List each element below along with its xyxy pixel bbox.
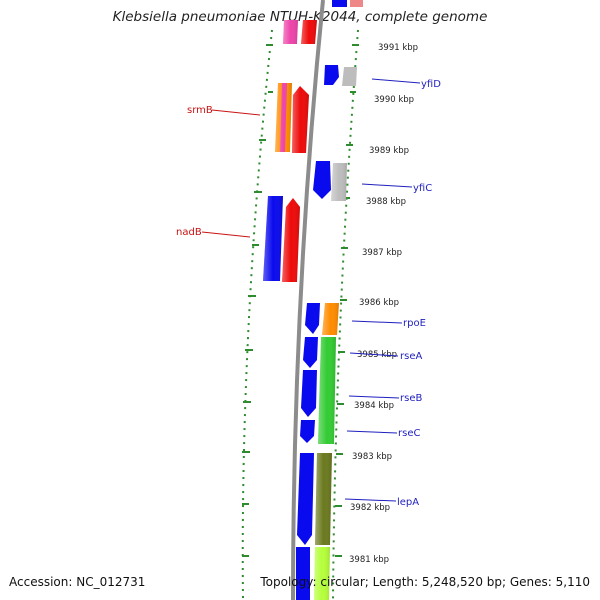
gene-rpoE-orange[interactable] — [322, 303, 339, 335]
leader-lines — [201, 78, 421, 502]
gene-yfiD-blue[interactable] — [324, 65, 339, 85]
kbp-labels: 3991 kbp 3990 kbp 3989 kbp 3988 kbp 3987… — [349, 43, 418, 565]
gene-yfiC-blue[interactable] — [313, 161, 331, 199]
gene-rseB-blue[interactable] — [301, 370, 317, 417]
gene-yfiC-gray[interactable] — [331, 163, 347, 201]
gene-lepA-olive[interactable] — [315, 453, 332, 545]
gene-label-srmB: srmB — [187, 105, 213, 116]
kbp-label: 3981 kbp — [349, 555, 389, 565]
gene-label-rseC: rseC — [398, 428, 420, 439]
gene-yfiD-gray[interactable] — [342, 67, 357, 86]
gene-top-pink[interactable] — [283, 20, 298, 44]
accession-label: Accession: NC_012731 — [9, 575, 146, 589]
kbp-label: 3982 kbp — [350, 503, 390, 513]
gene-label-rpoE: rpoE — [403, 318, 426, 329]
gene-nadB-red[interactable] — [282, 198, 300, 282]
kbp-label: 3984 kbp — [354, 401, 394, 411]
kbp-label: 3987 kbp — [362, 248, 402, 258]
gene-label-yfiD: yfiD — [421, 79, 441, 90]
gene-srmB-multi[interactable] — [275, 83, 292, 152]
kbp-label: 3986 kbp — [359, 298, 399, 308]
genome-stats-label: Topology: circular; Length: 5,248,520 bp… — [260, 575, 590, 589]
gene-bottom-lime[interactable] — [314, 547, 330, 600]
scale-arc-left — [241, 29, 273, 600]
kbp-label: 3989 kbp — [369, 146, 409, 156]
gene-srmB-red[interactable] — [292, 86, 309, 153]
gene-bottom-blue[interactable] — [296, 547, 310, 600]
kbp-ticks — [242, 44, 359, 557]
genome-backbone — [291, 0, 325, 600]
kbp-label: 3988 kbp — [366, 197, 406, 207]
gene-labels: yfiD srmB yfiC nadB rpoE rseA rseB rseC … — [176, 79, 441, 508]
page-title: Klebsiella pneumoniae NTUH-K2044, comple… — [112, 9, 488, 25]
gene-label-yfiC: yfiC — [413, 183, 432, 194]
gene-rseA-rseC-green[interactable] — [318, 337, 336, 444]
gene-label-lepA: lepA — [397, 497, 419, 508]
gene-rseC-blue[interactable] — [300, 420, 315, 443]
gene-label-nadB: nadB — [176, 227, 202, 238]
kbp-label: 3991 kbp — [378, 43, 418, 53]
kbp-label: 3990 kbp — [374, 95, 414, 105]
gene-rseA-blue[interactable] — [303, 337, 318, 368]
gene-nadB-blue[interactable] — [263, 196, 283, 281]
gene-top-blue[interactable] — [332, 0, 347, 7]
gene-label-rseA: rseA — [400, 351, 422, 362]
gene-lepA-blue[interactable] — [297, 453, 314, 545]
gene-top-pink-right[interactable] — [350, 0, 363, 7]
kbp-label: 3983 kbp — [352, 452, 392, 462]
gene-top-red[interactable] — [301, 20, 317, 44]
gene-rpoE-blue[interactable] — [305, 303, 320, 334]
gene-label-rseB: rseB — [400, 393, 422, 404]
